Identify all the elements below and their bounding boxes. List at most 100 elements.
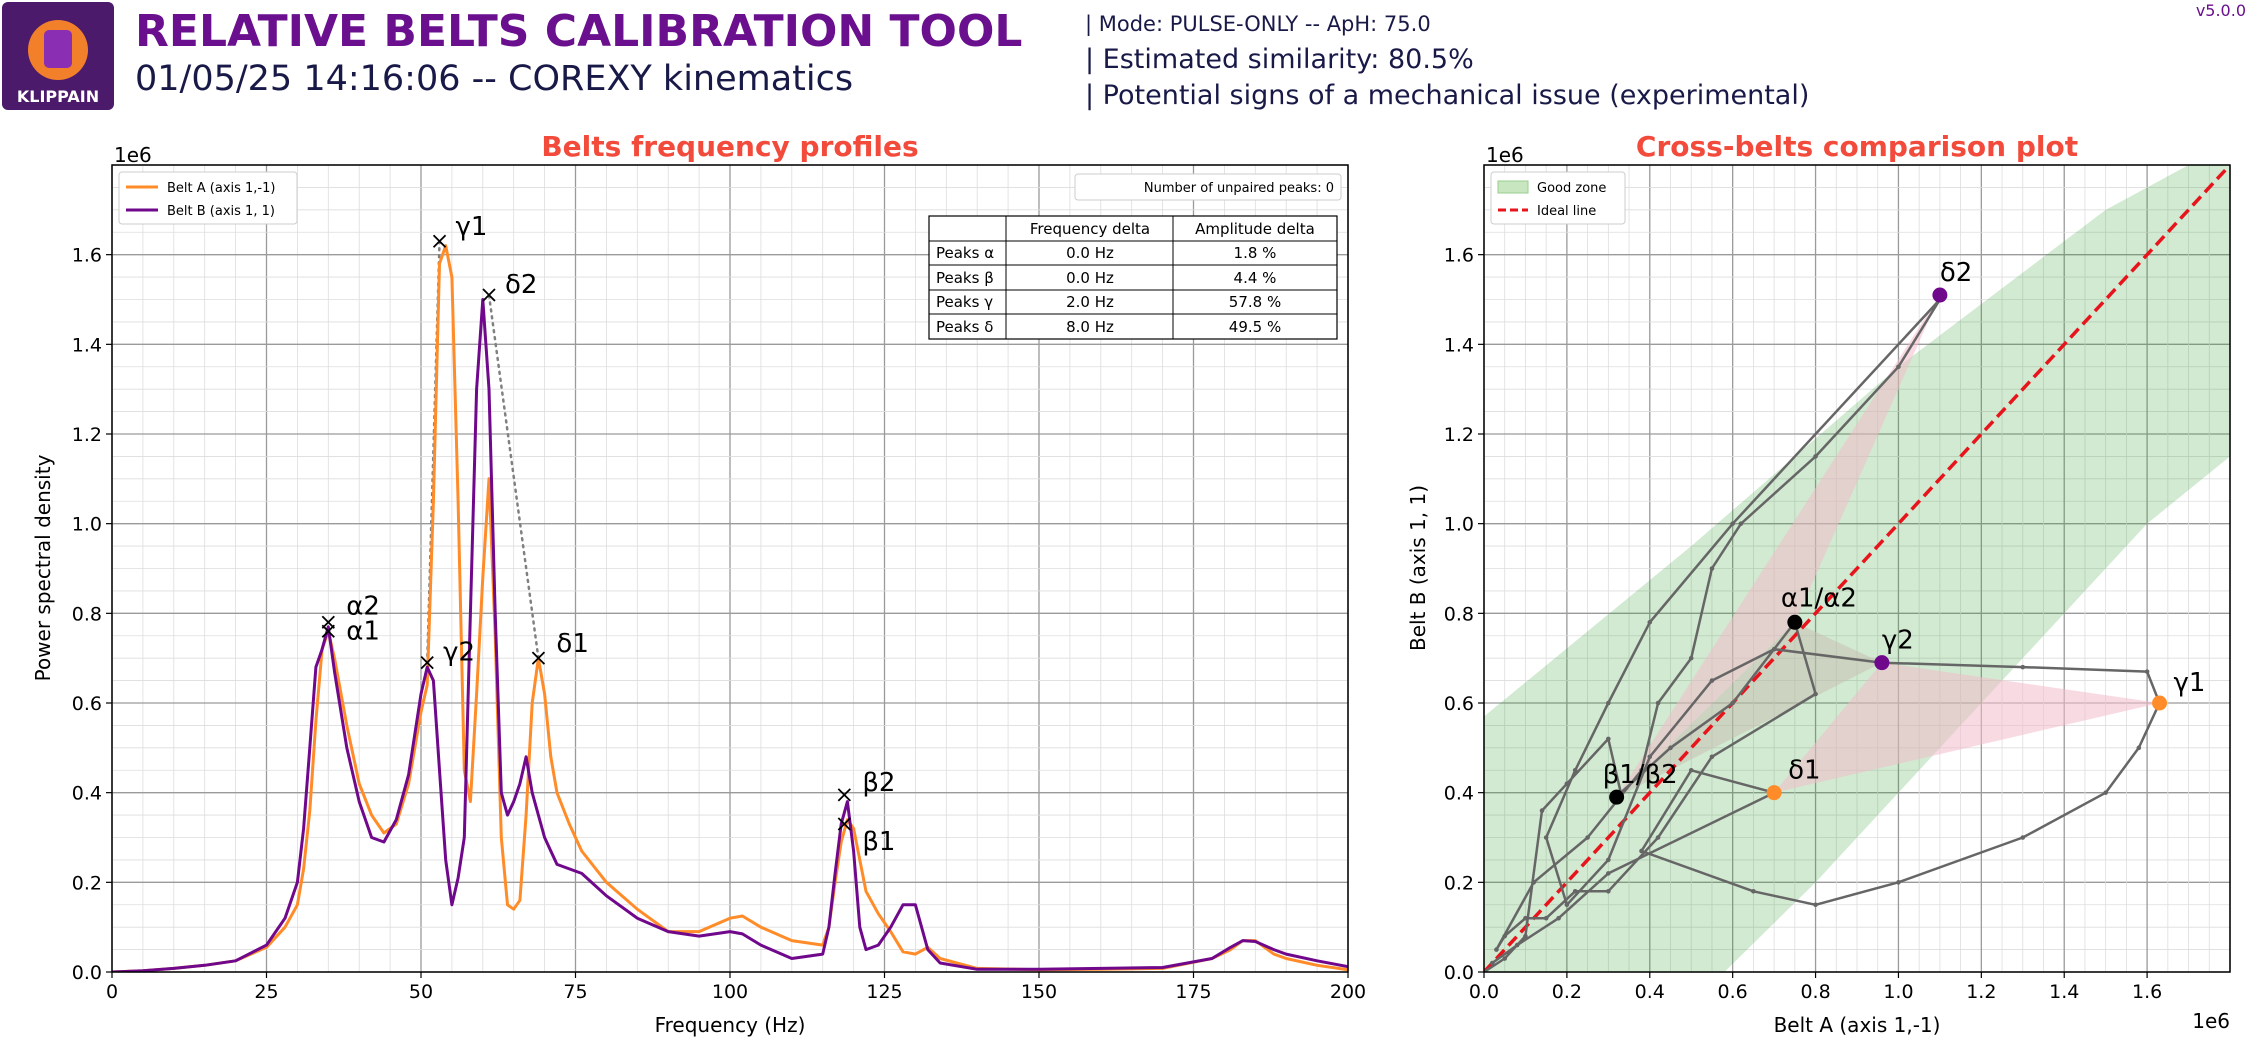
peak-point-label: δ2 xyxy=(1940,258,1972,288)
table-cell: 2.0 Hz xyxy=(1066,293,1114,311)
x-tick-label: 0.4 xyxy=(1635,981,1665,1003)
trace-point xyxy=(1709,678,1715,683)
x-tick-label: 0 xyxy=(106,981,118,1003)
x-scale-label: 1e6 xyxy=(2192,1009,2230,1033)
y-tick-label: 1.4 xyxy=(1444,334,1474,356)
trace-point xyxy=(1543,915,1549,921)
peak-point-label: α1/α2 xyxy=(1781,583,1857,613)
ideal-line xyxy=(1484,165,2230,972)
trace-point xyxy=(1639,848,1644,854)
trace-point xyxy=(1896,880,1901,885)
table-cell: Peaks β xyxy=(936,269,994,287)
trace-point xyxy=(1572,889,1578,894)
page-title: RELATIVE BELTS CALIBRATION TOOL xyxy=(135,6,1022,57)
y-tick-label: 0.2 xyxy=(72,872,102,894)
trace-point xyxy=(2020,664,2026,670)
y-tick-label: 1.0 xyxy=(1444,514,1474,536)
table-cell: 1.8 % xyxy=(1234,244,1277,262)
legend-label-good-zone: Good zone xyxy=(1537,181,1606,196)
y-tick-label: 1.0 xyxy=(72,514,102,536)
peak-marker xyxy=(420,656,434,670)
x-tick-label: 0.6 xyxy=(1718,981,1748,1003)
trace-point xyxy=(1813,902,1818,908)
trace-point xyxy=(1489,960,1495,966)
y-tick-label: 0.0 xyxy=(72,962,102,984)
peak-marker xyxy=(482,288,496,302)
trace-point xyxy=(1502,933,1508,939)
table-cell: Peaks γ xyxy=(936,293,993,311)
version-label: v5.0.0 xyxy=(2196,1,2246,20)
chart-title: Belts frequency profiles xyxy=(541,130,918,163)
trace-point xyxy=(1813,691,1818,697)
peaks-table: Frequency delta Amplitude delta Peaks α … xyxy=(928,215,1338,340)
peak-point xyxy=(1609,789,1625,805)
peak-point-label: δ1 xyxy=(1788,756,1820,786)
trace-point xyxy=(1572,767,1578,773)
zones xyxy=(1484,165,2230,972)
comparison-zone xyxy=(1616,295,1940,798)
legend-label-ideal-line: Ideal line xyxy=(1537,204,1596,219)
issue-line: | Potential signs of a mechanical issue … xyxy=(1085,80,1809,111)
trace-point xyxy=(1606,736,1611,742)
logo-text: KLIPPAIN xyxy=(17,87,99,106)
trace-point xyxy=(1523,915,1528,921)
trace-point xyxy=(1606,857,1611,863)
peak-points: α1/α2 β1/β2 γ1 γ2 δ1 δ2 xyxy=(1603,258,2206,805)
y-tick-label: 0.4 xyxy=(72,783,102,805)
table-cell: 57.8 % xyxy=(1229,293,1281,311)
trace-point xyxy=(1655,700,1661,706)
y-tick-label: 1.6 xyxy=(72,245,102,267)
trace-point xyxy=(1730,700,1735,706)
peak-label: β1 xyxy=(862,827,895,857)
legend: Belt A (axis 1,-1) Belt B (axis 1, 1) xyxy=(118,171,298,225)
x-tick-label: 1.6 xyxy=(2132,981,2162,1003)
x-tick-label: 0.8 xyxy=(1800,981,1830,1003)
x-tick-label: 200 xyxy=(1330,981,1366,1003)
page-subtitle: 01/05/25 14:16:06 -- COREXY kinematics xyxy=(135,59,853,99)
cross-belts-comparison-chart: Cross-belts comparison plot 1e6 1e6 α1/α… xyxy=(1406,130,2231,1037)
trace-point xyxy=(1606,700,1611,706)
peak-marker xyxy=(837,788,851,802)
trace-point xyxy=(1556,915,1561,921)
comparison-zone xyxy=(1774,662,2160,793)
peak-point-label: γ1 xyxy=(2174,668,2206,698)
grid xyxy=(111,164,1349,973)
x-tick-label: 1.2 xyxy=(1966,981,1996,1003)
peak-point xyxy=(1766,785,1782,801)
trace-point xyxy=(1543,835,1549,840)
y-tick-label: 0.2 xyxy=(1444,872,1474,894)
legend-label-belt-a: Belt A (axis 1,-1) xyxy=(167,181,275,196)
klippain-logo: KLIPPAIN xyxy=(2,2,114,110)
trace-point xyxy=(1494,947,1499,952)
trace-point xyxy=(1668,745,1673,751)
trace-point xyxy=(1606,871,1611,876)
x-tick-label: 125 xyxy=(866,981,902,1003)
trace-point xyxy=(1655,835,1661,840)
trace-point xyxy=(1514,942,1520,948)
peak-point-label: γ2 xyxy=(1882,626,1914,656)
x-tick-label: 150 xyxy=(1021,981,1057,1003)
chart-title: Cross-belts comparison plot xyxy=(1636,130,2078,163)
peak-label: α2 xyxy=(346,591,380,621)
unpaired-peaks-box: Number of unpaired peaks: 0 xyxy=(1074,173,1342,201)
y-axis-label: Belt B (axis 1, 1) xyxy=(1406,485,1430,651)
peak-marker xyxy=(321,615,335,629)
y-tick-label: 1.2 xyxy=(1444,424,1474,446)
peak-label: γ1 xyxy=(456,212,488,242)
y-tick-label: 1.4 xyxy=(72,334,102,356)
comparison-zone xyxy=(1616,622,1882,798)
trace-point xyxy=(1523,933,1528,939)
x-axis-label: Frequency (Hz) xyxy=(655,1013,806,1037)
peak-label: α1 xyxy=(346,616,380,646)
trace-point xyxy=(1813,454,1818,459)
trace-point xyxy=(1539,808,1545,813)
peak-point xyxy=(2152,695,2168,711)
trace-point xyxy=(1647,620,1653,625)
axis-ticks: 0.0 0.2 0.4 0.6 0.8 1.0 1.2 1.4 1.6 0.0 0.2 0.4 0.6 0… xyxy=(1444,245,2162,1003)
trace-point xyxy=(1709,566,1715,571)
y-tick-label: 0.8 xyxy=(72,603,102,625)
legend-box xyxy=(118,171,298,225)
peak-label: δ1 xyxy=(556,629,588,659)
y-scale-label: 1e6 xyxy=(114,143,152,167)
